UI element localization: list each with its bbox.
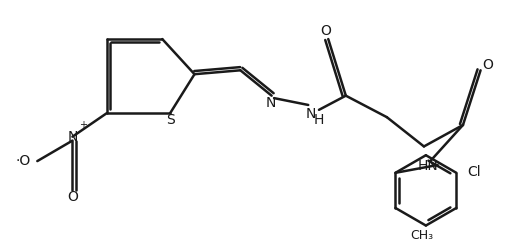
Text: Cl: Cl	[467, 165, 481, 179]
Text: S: S	[166, 113, 174, 127]
Text: ·O: ·O	[16, 154, 31, 168]
Text: N: N	[265, 96, 276, 110]
Text: N: N	[67, 130, 77, 144]
Text: HN: HN	[418, 159, 438, 173]
Text: O: O	[67, 190, 78, 204]
Text: CH₃: CH₃	[410, 229, 433, 242]
Text: O: O	[321, 24, 331, 38]
Text: O: O	[482, 58, 493, 72]
Text: N: N	[306, 107, 316, 121]
Text: H: H	[314, 113, 324, 127]
Text: +: +	[79, 120, 87, 130]
